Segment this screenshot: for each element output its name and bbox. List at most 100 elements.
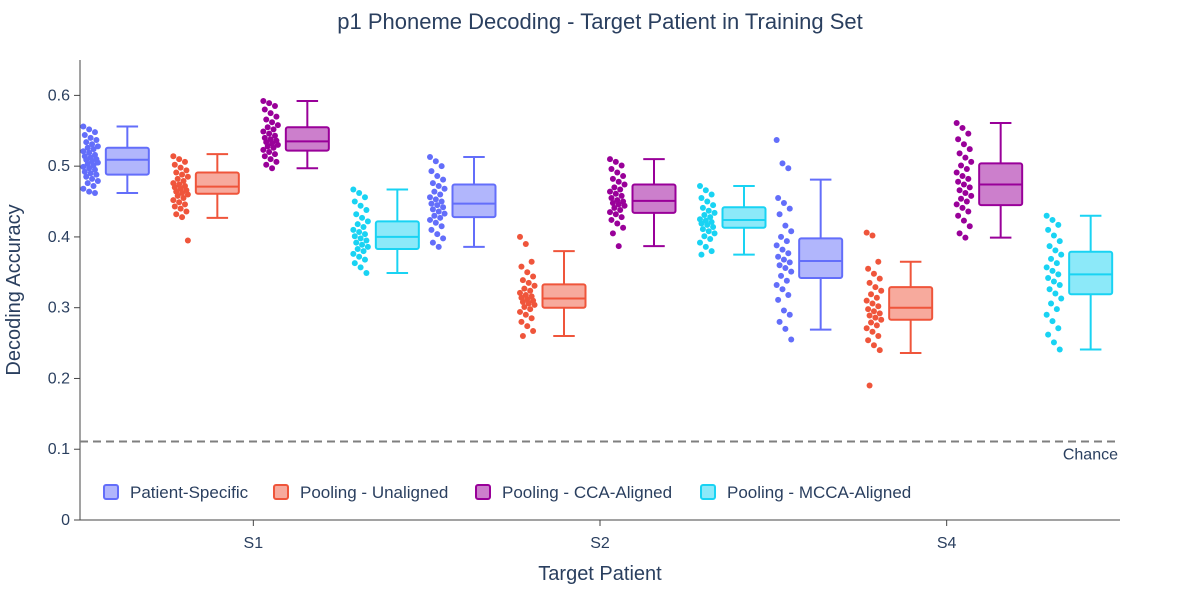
data-point xyxy=(1049,318,1056,325)
data-point xyxy=(1056,238,1063,245)
data-point xyxy=(266,149,273,155)
legend-swatch xyxy=(700,484,716,500)
data-point xyxy=(785,165,792,172)
data-point xyxy=(89,175,96,182)
data-point xyxy=(527,287,534,294)
data-point xyxy=(428,168,435,175)
data-point xyxy=(431,188,438,195)
data-point xyxy=(1052,290,1059,297)
data-point xyxy=(273,113,280,120)
data-point xyxy=(80,185,87,192)
legend-label: Pooling - MCCA-Aligned xyxy=(727,483,911,502)
data-point xyxy=(699,204,706,211)
data-point xyxy=(869,232,876,239)
data-point xyxy=(956,230,963,237)
data-point xyxy=(350,186,357,193)
data-point xyxy=(863,229,870,236)
y-tick-label: 0 xyxy=(61,512,70,529)
data-point xyxy=(353,239,360,246)
data-point xyxy=(780,199,787,206)
data-point xyxy=(90,182,97,189)
y-axis-title: Decoding Accuracy xyxy=(3,204,25,375)
data-point xyxy=(1050,278,1057,285)
data-point xyxy=(618,162,625,169)
data-point xyxy=(177,205,184,212)
data-point xyxy=(364,218,371,225)
data-point xyxy=(865,337,872,344)
x-tick-label: S1 xyxy=(244,535,264,552)
data-point xyxy=(776,211,783,218)
data-point xyxy=(782,265,789,272)
data-point xyxy=(269,119,276,126)
axes: 0 0.1 0.2 0.3 0.4 0.5 0.6 S1 S2 S4 xyxy=(48,60,1120,552)
data-point xyxy=(519,277,526,284)
box-group xyxy=(260,98,330,172)
data-point xyxy=(264,143,271,150)
data-point xyxy=(93,136,100,143)
data-point xyxy=(869,300,876,307)
data-point xyxy=(963,198,970,205)
data-point xyxy=(962,234,969,241)
data-point xyxy=(786,205,793,212)
legend: Patient-Specific Pooling - Unaligned Pooli… xyxy=(103,483,911,502)
data-point xyxy=(527,306,534,313)
data-point xyxy=(960,181,967,188)
data-point xyxy=(705,228,712,235)
data-point xyxy=(183,208,190,215)
data-point xyxy=(271,151,278,158)
data-point xyxy=(438,198,445,205)
box xyxy=(451,183,497,219)
data-point xyxy=(86,165,93,172)
data-point xyxy=(1046,243,1053,250)
data-point xyxy=(363,270,370,277)
data-point xyxy=(701,211,708,218)
data-point xyxy=(775,253,782,260)
data-point xyxy=(177,164,184,171)
data-point xyxy=(960,141,967,148)
data-point xyxy=(93,171,100,178)
data-point xyxy=(953,201,960,208)
data-point xyxy=(89,141,96,148)
data-point xyxy=(360,248,367,255)
data-point xyxy=(270,126,277,133)
data-point xyxy=(1045,274,1052,281)
chart-title: p1 Phoneme Decoding - Target Patient in … xyxy=(337,9,862,34)
box-group xyxy=(80,123,150,197)
data-point xyxy=(615,178,622,185)
data-point xyxy=(434,173,441,180)
data-point xyxy=(1052,247,1059,254)
data-point xyxy=(965,130,972,137)
data-point xyxy=(1048,300,1055,307)
data-point xyxy=(876,347,883,354)
data-point xyxy=(866,382,873,389)
data-point xyxy=(176,156,183,163)
data-point xyxy=(260,146,267,153)
data-point xyxy=(1050,339,1057,346)
data-point xyxy=(960,217,967,224)
box-group xyxy=(427,153,497,250)
data-point xyxy=(620,173,627,180)
data-point xyxy=(1046,286,1053,293)
legend-item: Pooling - Unaligned xyxy=(273,483,448,502)
data-point xyxy=(966,146,973,153)
data-point xyxy=(174,175,181,182)
data-point xyxy=(953,119,960,126)
legend-swatch xyxy=(475,484,491,500)
data-point xyxy=(878,316,885,323)
data-point xyxy=(91,190,98,197)
data-point xyxy=(428,200,435,207)
data-point xyxy=(522,311,529,318)
data-point xyxy=(788,268,795,275)
data-point xyxy=(609,199,616,206)
data-point xyxy=(431,212,438,219)
box xyxy=(194,171,240,195)
data-point xyxy=(708,191,715,198)
data-point xyxy=(710,224,717,231)
data-point xyxy=(357,235,364,242)
data-point xyxy=(87,134,94,141)
data-point xyxy=(608,216,615,223)
data-point xyxy=(356,228,363,235)
data-point xyxy=(711,209,718,216)
data-point xyxy=(615,201,622,208)
data-point xyxy=(267,156,274,163)
